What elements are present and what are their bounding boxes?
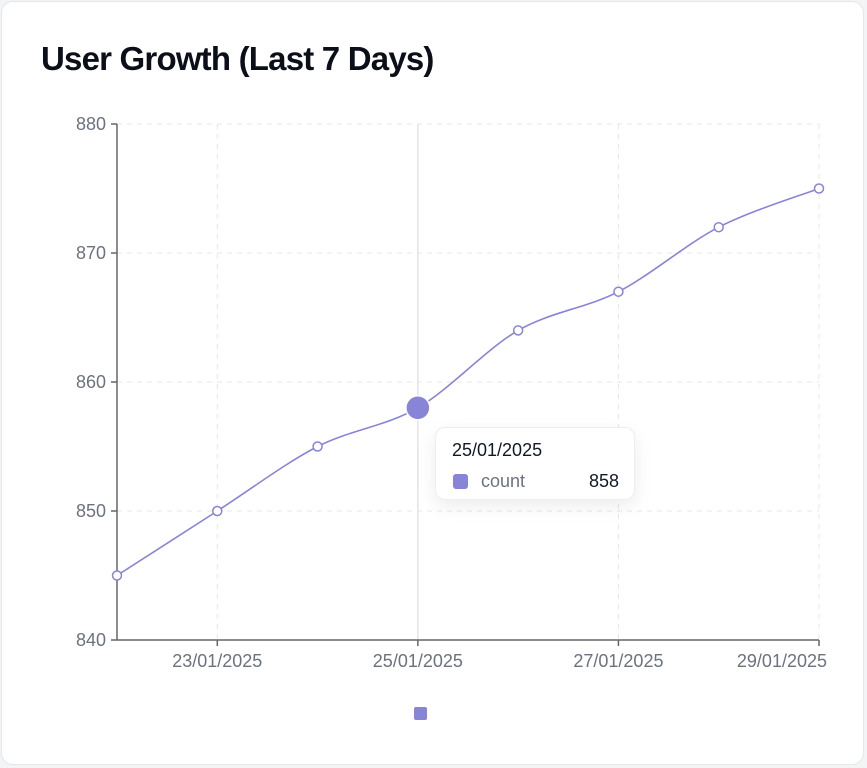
chart-title: User Growth (Last 7 Days) xyxy=(41,40,434,77)
data-point xyxy=(212,505,223,517)
x-axis: 23/01/2025 25/01/2025 27/01/2025 29/01/2025 xyxy=(117,639,827,671)
y-tick-label: 860 xyxy=(76,372,106,392)
x-tick-label: 25/01/2025 xyxy=(373,651,463,671)
data-point xyxy=(512,325,524,336)
x-tick-label: 23/01/2025 xyxy=(172,651,262,671)
data-point xyxy=(713,221,724,233)
x-tick-label: 29/01/2025 xyxy=(737,651,827,671)
grid-lines xyxy=(117,123,820,640)
data-point xyxy=(111,570,123,581)
tooltip-series-swatch xyxy=(453,474,468,489)
y-tick-label: 840 xyxy=(76,630,106,650)
tooltip-series-name: count xyxy=(481,471,526,491)
series-line-count xyxy=(116,187,820,577)
data-point xyxy=(813,183,825,194)
active-data-point xyxy=(405,395,431,421)
y-tick-label: 880 xyxy=(76,114,106,134)
y-tick-label: 870 xyxy=(76,243,106,263)
y-axis: 840 850 860 870 880 xyxy=(76,114,118,650)
data-point xyxy=(613,286,624,297)
tooltip-date: 25/01/2025 xyxy=(452,440,543,460)
y-tick-label: 850 xyxy=(76,501,106,521)
tooltip: 25/01/2025 count 858 xyxy=(435,427,635,500)
legend-swatch-count[interactable] xyxy=(414,707,427,720)
tooltip-value: 858 xyxy=(588,471,619,491)
x-tick-label: 27/01/2025 xyxy=(573,651,663,671)
data-points xyxy=(111,183,825,581)
data-point xyxy=(312,441,323,452)
